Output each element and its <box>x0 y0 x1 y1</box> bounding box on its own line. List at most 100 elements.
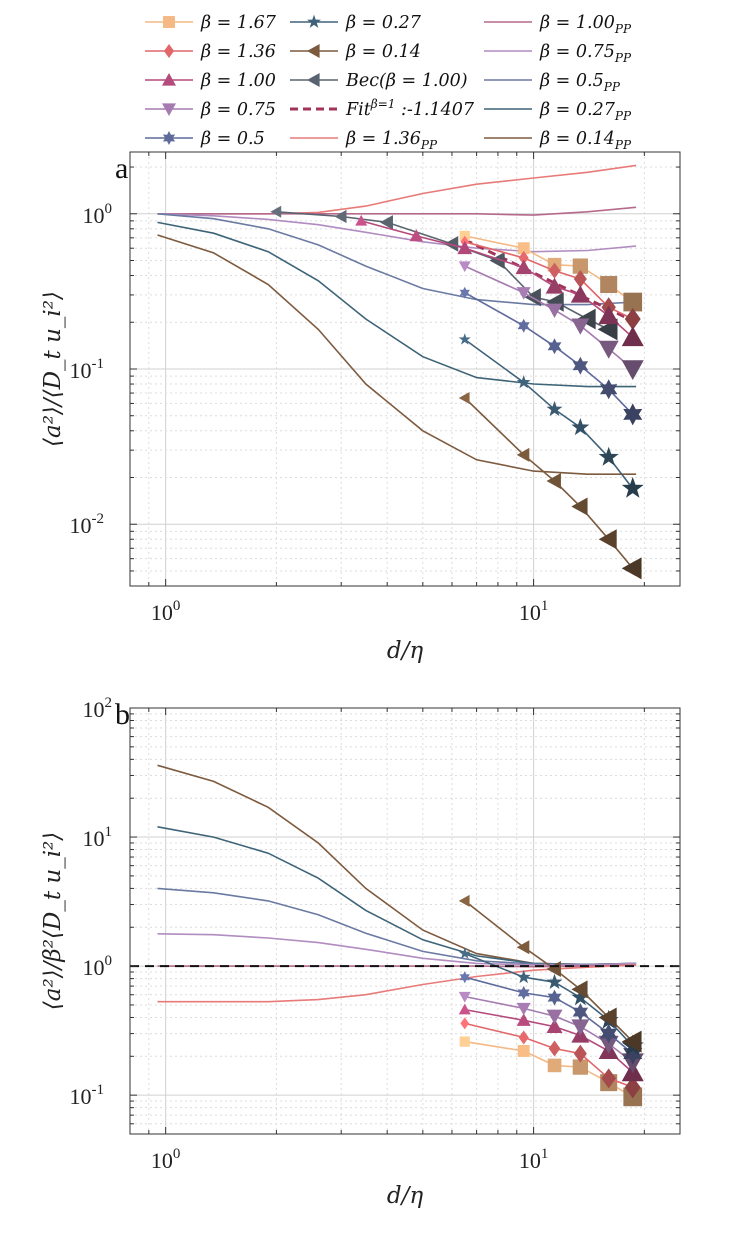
data-point <box>518 1030 529 1045</box>
legend-marker-triangle-left <box>307 44 320 58</box>
series-line <box>157 221 637 388</box>
y-tick-label: 10-2 <box>70 511 105 538</box>
data-point <box>546 1018 563 1033</box>
series-0-14 <box>458 392 642 580</box>
data-point <box>459 286 470 299</box>
legend-marker-triangle-down <box>162 103 176 116</box>
data-point <box>546 973 563 989</box>
data-point <box>459 1036 470 1047</box>
data-point <box>571 988 590 1006</box>
series-1-67 <box>459 230 643 312</box>
data-point <box>598 340 619 359</box>
legend-label: β = 1.00PP <box>539 13 632 36</box>
series-0-14-pp <box>157 234 637 476</box>
series-line <box>464 995 634 1063</box>
data-point <box>623 292 643 312</box>
data-point <box>572 258 589 274</box>
series-line <box>464 265 634 370</box>
data-point <box>545 277 564 294</box>
legend-label: β = 0.27 <box>345 13 422 33</box>
series-1-36 <box>460 235 641 330</box>
legend-entry-fit-1-1-1407: Fitβ=1 :-1.1407 <box>290 97 475 120</box>
data-point <box>458 947 471 959</box>
data-point <box>516 940 530 955</box>
panel-a-xlabel: d/η <box>387 638 423 664</box>
data-point <box>571 1019 590 1036</box>
series-0-5 <box>459 286 643 426</box>
legend-entry-bec-1-00: Bec(β = 1.00) <box>290 71 468 91</box>
panel-b-series <box>130 764 680 1107</box>
legend-entry-0-75: β = 0.75 <box>145 100 276 120</box>
legend-label: β = 1.00 <box>200 71 276 91</box>
legend-marker-square <box>163 16 175 28</box>
panel-b: b 100 101 10-1 100 101 102 d/η ⟨a²⟩/β²⟨D_t u_… <box>40 695 681 1209</box>
data-point <box>546 472 561 489</box>
series-line <box>157 206 637 216</box>
data-point <box>457 240 473 255</box>
data-point <box>458 392 470 405</box>
data-point <box>517 1045 530 1057</box>
y-tick-label: 10-1 <box>70 356 105 383</box>
y-tick-label: 100 <box>83 201 113 228</box>
data-point <box>573 270 587 289</box>
series-0-5 <box>459 971 643 1065</box>
panel-a-series <box>157 164 644 580</box>
data-point <box>546 303 563 318</box>
data-point <box>518 250 529 265</box>
data-point <box>444 235 459 252</box>
data-point <box>621 557 642 580</box>
legend-entry-1-67: β = 1.67 <box>145 13 277 33</box>
data-point <box>547 1058 562 1073</box>
data-point <box>460 1017 470 1030</box>
legend-label: β = 1.67 <box>200 13 277 33</box>
legend-label: β = 1.36PP <box>345 129 438 152</box>
panel-b-plot-area <box>130 708 680 1134</box>
legend-marker-pentagram <box>307 14 321 28</box>
y-tick-label: 100 <box>83 953 113 980</box>
data-point <box>546 1009 563 1025</box>
data-point <box>598 1007 617 1028</box>
data-point <box>572 356 589 375</box>
data-point <box>516 375 531 389</box>
series-line <box>157 234 637 476</box>
data-point <box>573 1044 587 1063</box>
data-point <box>516 447 530 462</box>
data-point <box>546 400 563 417</box>
data-point <box>623 1042 643 1065</box>
panel-a-label: a <box>115 152 128 185</box>
legend-label: β = 0.27PP <box>539 100 632 123</box>
data-point <box>409 229 424 242</box>
legend-marker-triangle-left <box>307 73 320 87</box>
x-tick-label: 100 <box>151 598 181 625</box>
data-point <box>515 259 532 275</box>
data-point <box>517 985 530 1000</box>
data-point <box>547 338 562 355</box>
data-point <box>570 285 590 303</box>
data-point <box>598 446 619 466</box>
series-line <box>360 220 634 338</box>
data-point <box>598 1035 619 1054</box>
panel-a-grid <box>129 152 680 587</box>
legend-entry-0-75-pp: β = 0.75PP <box>484 42 632 65</box>
data-point <box>517 242 530 255</box>
legend-entry-0-27-pp: β = 0.27PP <box>484 100 632 123</box>
data-point <box>516 969 531 984</box>
data-point <box>624 1076 641 1099</box>
data-point <box>548 262 561 279</box>
legend-entry-1-00-pp: β = 1.00PP <box>484 13 632 36</box>
legend-label: β = 0.75PP <box>539 42 632 65</box>
data-point <box>548 1040 561 1057</box>
data-point <box>458 991 471 1003</box>
series-1-00 <box>355 214 644 347</box>
series-0-75 <box>458 261 644 380</box>
data-point <box>623 403 643 426</box>
panel-a-ylabel: ⟨a²⟩/⟨D_t u_i²⟩ <box>40 291 66 447</box>
series-1-36 <box>460 1017 641 1099</box>
series-0-14 <box>458 894 642 1053</box>
panel-a: a 100 101 10-2 10-1 100 d/η ⟨a²⟩/⟨D_t u_i²⟩ <box>40 151 681 664</box>
data-point <box>571 980 588 999</box>
legend-entry-0-14-pp: β = 0.14PP <box>484 129 632 152</box>
data-point <box>489 252 505 269</box>
panel-b-ylabel: ⟨a²⟩/β²⟨D_t u_i²⟩ <box>40 832 66 1010</box>
series-0-27 <box>458 333 644 498</box>
